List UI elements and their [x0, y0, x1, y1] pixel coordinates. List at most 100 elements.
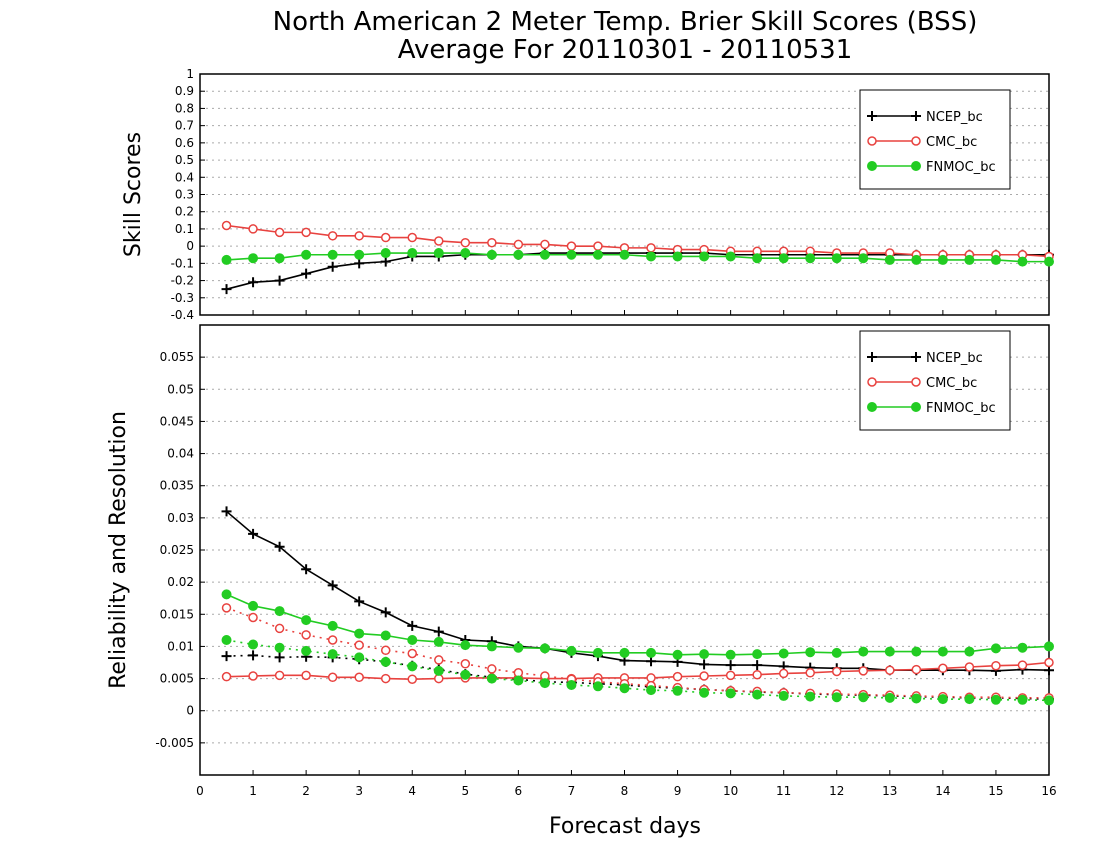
relres-point-fnmoc-bc-dotted [858, 692, 869, 703]
relres-point-fnmoc-bc-dotted [301, 645, 312, 656]
relres-legend-label: FNMOC_bc [926, 401, 996, 416]
skill-point-cmc-bc [301, 227, 311, 238]
relres-y-axis-title: Reliability and Resolution [106, 411, 131, 689]
relres-point-cmc-bc [778, 668, 789, 679]
relres-legend-marker [911, 352, 921, 362]
reliability-resolution-panel: -0.005 0 0.005 0.01 0.015 0.02 0.025 0.03 0.035 0… [106, 324, 1057, 798]
relres-point-fnmoc-bc [380, 630, 391, 641]
skill-y-tick-label: 0.4 [175, 170, 194, 184]
relres-point-fnmoc-bc [990, 643, 1001, 654]
skill-y-tick-label: 0.3 [175, 188, 194, 202]
x-tick-label: 15 [988, 784, 1003, 798]
relres-point-ncep-bc-dotted [248, 650, 259, 661]
skill-point-fnmoc-bc [274, 253, 285, 264]
skill-point-fnmoc-bc [752, 253, 763, 264]
relres-point-fnmoc-bc-dotted [699, 687, 710, 698]
relres-point-fnmoc-bc-dotted [646, 685, 657, 696]
skill-point-cmc-bc [540, 239, 550, 250]
relres-point-ncep-bc-dotted [274, 652, 285, 663]
skill-legend-label: NCEP_bc [926, 110, 983, 125]
relres-legend-marker [867, 352, 877, 362]
relres-point-fnmoc-bc-dotted [911, 693, 922, 704]
skill-series-fnmoc-bc [221, 248, 1054, 267]
skill-y-tick-label: 1 [186, 67, 194, 81]
skill-point-fnmoc-bc [858, 253, 869, 264]
relres-point-fnmoc-bc [884, 646, 895, 657]
skill-y-tick-label: 0.6 [175, 136, 194, 150]
relres-point-cmc-bc-dotted [434, 655, 444, 665]
skill-y-tick-label: 0.7 [175, 119, 194, 133]
skill-point-cmc-bc [487, 237, 497, 248]
relres-point-fnmoc-bc-dotted [327, 649, 338, 660]
relres-y-tick-label: 0.025 [160, 543, 194, 557]
skill-point-fnmoc-bc [725, 251, 736, 262]
relres-point-fnmoc-bc [301, 615, 312, 626]
relres-point-fnmoc-bc [964, 646, 975, 657]
relres-point-ncep-bc [380, 607, 391, 618]
relres-point-cmc-bc [646, 673, 656, 683]
skill-point-ncep-bc [301, 268, 312, 279]
relres-point-cmc-bc [991, 660, 1001, 671]
relres-point-fnmoc-bc [566, 645, 577, 656]
relres-point-fnmoc-bc-dotted [566, 680, 577, 690]
relres-point-fnmoc-bc-dotted [539, 678, 550, 689]
relres-point-cmc-bc [248, 671, 258, 681]
skill-point-fnmoc-bc [884, 254, 895, 265]
relres-point-ncep-bc [433, 626, 444, 637]
relres-legend: NCEP_bc CMC_bc FNMOC_bc [859, 330, 1011, 431]
relres-point-cmc-bc-dotted [327, 635, 338, 645]
relres-series-fnmoc-bc [221, 589, 1054, 660]
relres-point-ncep-bc [699, 659, 710, 670]
skill-legend-marker [867, 136, 877, 146]
relres-y-tick-label: 0.02 [167, 575, 194, 589]
relres-point-cmc-bc [1044, 657, 1054, 668]
skill-point-ncep-bc [248, 277, 259, 288]
relres-point-fnmoc-bc [407, 635, 418, 645]
relres-point-ncep-bc [752, 660, 763, 671]
relres-point-ncep-bc [221, 506, 232, 517]
x-tick-label: 7 [568, 784, 576, 798]
relres-point-fnmoc-bc-dotted [937, 694, 948, 705]
relres-point-cmc-bc-dotted [487, 664, 497, 674]
skill-point-fnmoc-bc [592, 249, 603, 260]
relres-point-cmc-bc [911, 664, 922, 675]
relres-point-fnmoc-bc-dotted [380, 656, 391, 667]
relres-point-fnmoc-bc [858, 646, 869, 657]
chart-title-line-2: Average For 20110301 - 20110531 [398, 35, 853, 65]
x-tick-label: 10 [723, 784, 738, 798]
relres-point-cmc-bc [832, 666, 842, 677]
skill-legend-box [859, 89, 1011, 190]
skill-point-cmc-bc [460, 237, 471, 248]
skill-point-cmc-bc [354, 231, 364, 241]
relres-point-fnmoc-bc [1044, 641, 1054, 652]
skill-y-tick-label: 0.5 [175, 153, 194, 167]
relres-point-fnmoc-bc-dotted [486, 673, 497, 684]
skill-point-cmc-bc [566, 241, 577, 251]
skill-point-fnmoc-bc [699, 251, 710, 262]
relres-y-tick-label: 0 [186, 704, 194, 718]
relres-point-fnmoc-bc [752, 649, 763, 660]
relres-point-cmc-bc [699, 671, 709, 681]
skill-point-fnmoc-bc [1017, 256, 1028, 267]
skill-point-ncep-bc [221, 284, 232, 295]
relres-point-ncep-bc [407, 620, 418, 631]
relres-point-fnmoc-bc [619, 647, 630, 658]
relres-point-fnmoc-bc [646, 647, 657, 658]
skill-legend-marker [911, 161, 921, 171]
relres-point-cmc-bc [858, 666, 869, 676]
relres-point-fnmoc-bc-dotted [1017, 694, 1028, 705]
skill-point-fnmoc-bc [672, 251, 683, 262]
relres-point-ncep-bc [646, 656, 657, 667]
relres-point-fnmoc-bc-dotted [672, 685, 683, 696]
relres-y-tick-label: 0.055 [160, 350, 194, 364]
x-tick-label: 13 [882, 784, 897, 798]
relres-point-fnmoc-bc [539, 643, 550, 654]
relres-y-tick-label: 0.035 [160, 479, 194, 493]
x-tick-label: 12 [829, 784, 844, 798]
skill-y-tick-label: 0.1 [175, 222, 194, 236]
skill-point-fnmoc-bc [407, 248, 418, 259]
relres-point-fnmoc-bc [1017, 642, 1028, 653]
relres-point-fnmoc-bc-dotted [831, 692, 842, 703]
x-tick-label: 4 [408, 784, 416, 798]
skill-legend-marker [911, 111, 921, 121]
